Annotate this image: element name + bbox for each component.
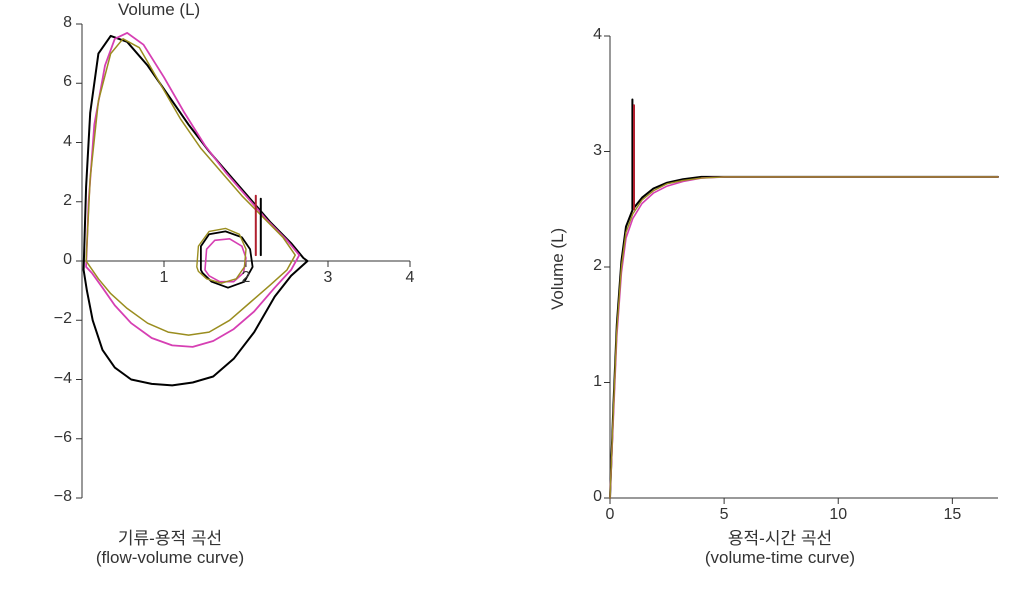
left-xtick-label: 4: [400, 269, 420, 287]
right-xtick-label: 10: [824, 506, 852, 524]
right-ytick-label: 4: [580, 26, 602, 44]
left-ytick-label: −4: [32, 370, 72, 388]
left-ytick-label: −2: [32, 310, 72, 328]
right-caption-ko: 용적-시간 곡선: [570, 524, 990, 549]
right-xtick-label: 0: [596, 506, 624, 524]
series-curve-magenta: [610, 177, 998, 498]
series-trial-black: [84, 36, 308, 386]
left-ytick-label: 8: [32, 14, 72, 32]
series-curve-black: [610, 177, 998, 498]
left-xtick-label: 2: [236, 269, 256, 287]
left-caption-en: (flow-volume curve): [0, 548, 400, 568]
volume-time-chart: Volume (L) 01234 051015 용적-시간 곡선 (volume…: [540, 0, 1010, 616]
right-xtick-label: 15: [938, 506, 966, 524]
series-trial-olive: [86, 39, 295, 335]
right-ytick-label: 2: [580, 257, 602, 275]
left-ytick-label: −6: [32, 429, 72, 447]
right-ytick-label: 0: [580, 488, 602, 506]
left-ytick-label: −8: [32, 488, 72, 506]
left-ytick-label: 6: [32, 73, 72, 91]
figure-container: Volume (L) Flow (L/sec) −8−6−4−202468 12…: [0, 0, 1024, 616]
right-chart-svg: [540, 0, 1010, 560]
left-xtick-label: 3: [318, 269, 338, 287]
series-curve-olive: [610, 177, 998, 498]
right-ytick-label: 3: [580, 142, 602, 160]
flow-volume-chart: Volume (L) Flow (L/sec) −8−6−4−202468 12…: [0, 0, 460, 616]
right-xtick-label: 5: [710, 506, 738, 524]
left-xtick-label: 1: [154, 269, 174, 287]
right-caption-en: (volume-time curve): [570, 548, 990, 568]
left-ytick-label: 2: [32, 192, 72, 210]
left-ytick-label: 0: [32, 251, 72, 269]
left-caption-ko: 기류-용적 곡선: [0, 524, 400, 549]
right-ytick-label: 1: [580, 373, 602, 391]
left-ytick-label: 4: [32, 133, 72, 151]
